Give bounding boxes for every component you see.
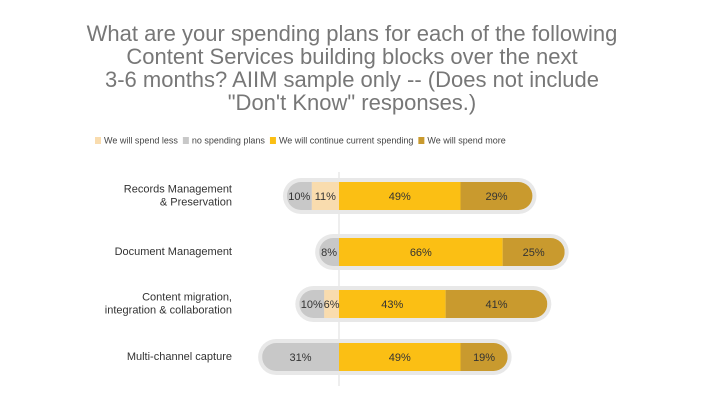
category-label: Document Management <box>115 246 232 258</box>
value-label: 49% <box>389 352 411 364</box>
legend-label: We will spend more <box>427 135 505 145</box>
legend-label: We will spend less <box>104 135 178 145</box>
value-label: 49% <box>389 191 411 203</box>
bar-segment <box>339 343 461 371</box>
value-label: 11% <box>315 191 336 203</box>
bar-row <box>299 290 548 318</box>
bar-segment <box>324 290 339 318</box>
value-label: 10% <box>288 191 310 203</box>
legend-swatch <box>95 137 101 144</box>
legend-label: no spending plans <box>192 135 266 145</box>
value-label: 41% <box>485 299 507 311</box>
value-label: 43% <box>381 299 403 311</box>
legend-label: We will continue current spending <box>279 135 413 145</box>
bar-segment <box>339 238 503 266</box>
value-label: 8% <box>321 247 337 259</box>
bar-segment <box>339 182 461 210</box>
bar-segment <box>319 238 339 266</box>
value-label: 66% <box>410 247 432 259</box>
chart-title: What are your spending plans for each of… <box>87 21 618 115</box>
bar-segment <box>445 290 548 318</box>
category-label: Content migration, integration & collabor… <box>105 291 232 316</box>
value-label: 25% <box>523 247 545 259</box>
value-label: 6% <box>324 299 340 311</box>
legend-swatch <box>182 137 189 144</box>
bar-segment <box>262 343 339 371</box>
category-label: Multi-channel capture <box>127 351 232 363</box>
legend-swatch <box>269 137 276 144</box>
bar-segment <box>460 343 508 371</box>
bar-segment <box>502 238 565 266</box>
value-label: 10% <box>301 299 323 311</box>
bar-row <box>286 182 533 210</box>
value-label: 31% <box>290 352 312 364</box>
bar-row <box>319 238 565 266</box>
bar-segment <box>286 182 312 210</box>
legend-swatch <box>418 137 425 144</box>
bar-segment <box>460 182 533 210</box>
value-label: 19% <box>473 352 495 364</box>
bar-segment <box>339 290 446 318</box>
bar-segment <box>311 182 339 210</box>
bar-row <box>262 343 508 371</box>
bar-segment <box>299 290 325 318</box>
category-label: Records Management & Preservation <box>124 183 232 208</box>
value-label: 29% <box>485 191 507 203</box>
